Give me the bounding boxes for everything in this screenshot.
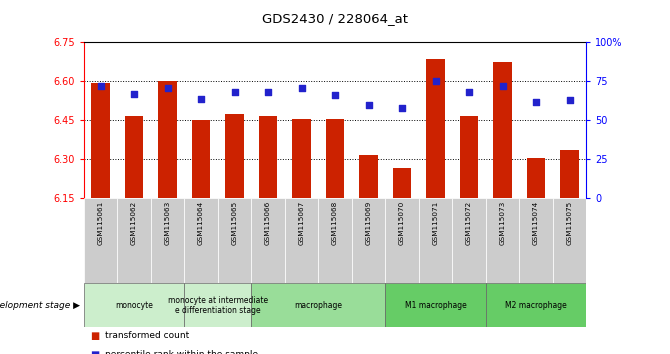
Text: GSM115064: GSM115064 bbox=[198, 201, 204, 245]
Bar bbox=[385, 283, 486, 327]
Bar bbox=[486, 198, 519, 283]
Point bbox=[464, 90, 474, 95]
Text: GSM115069: GSM115069 bbox=[366, 201, 371, 245]
Point bbox=[397, 105, 407, 111]
Bar bbox=[84, 283, 184, 327]
Bar bbox=[292, 119, 311, 198]
Point bbox=[229, 90, 240, 95]
Bar bbox=[225, 114, 244, 198]
Point bbox=[330, 93, 340, 98]
Point bbox=[129, 91, 139, 97]
Bar bbox=[251, 283, 385, 327]
Bar bbox=[84, 198, 117, 283]
Point bbox=[564, 97, 575, 103]
Point bbox=[296, 85, 307, 91]
Text: GSM115074: GSM115074 bbox=[533, 201, 539, 245]
Bar bbox=[91, 83, 110, 198]
Point bbox=[430, 79, 441, 84]
Text: GSM115066: GSM115066 bbox=[265, 201, 271, 245]
Point bbox=[162, 85, 173, 91]
Bar bbox=[184, 283, 251, 327]
Bar bbox=[527, 158, 545, 198]
Point bbox=[95, 83, 106, 89]
Bar bbox=[452, 198, 486, 283]
Text: GSM115062: GSM115062 bbox=[131, 201, 137, 245]
Text: GSM115073: GSM115073 bbox=[500, 201, 505, 245]
Text: transformed count: transformed count bbox=[105, 331, 190, 340]
Bar bbox=[218, 198, 251, 283]
Bar bbox=[486, 283, 586, 327]
Text: GSM115068: GSM115068 bbox=[332, 201, 338, 245]
Bar bbox=[318, 198, 352, 283]
Text: development stage ▶: development stage ▶ bbox=[0, 301, 80, 310]
Text: M2 macrophage: M2 macrophage bbox=[505, 301, 567, 310]
Point bbox=[363, 102, 374, 108]
Bar bbox=[460, 116, 478, 198]
Text: GSM115067: GSM115067 bbox=[299, 201, 304, 245]
Text: GSM115071: GSM115071 bbox=[433, 201, 438, 245]
Bar bbox=[553, 198, 586, 283]
Text: monocyte at intermediate
e differentiation stage: monocyte at intermediate e differentiati… bbox=[168, 296, 268, 315]
Text: percentile rank within the sample: percentile rank within the sample bbox=[105, 350, 259, 354]
Bar bbox=[125, 116, 143, 198]
Point bbox=[196, 96, 206, 101]
Bar bbox=[493, 62, 512, 198]
Text: GDS2430 / 228064_at: GDS2430 / 228064_at bbox=[262, 12, 408, 25]
Bar bbox=[151, 198, 184, 283]
Bar bbox=[519, 198, 553, 283]
Text: ■: ■ bbox=[90, 331, 100, 341]
Point bbox=[263, 90, 273, 95]
Bar bbox=[285, 198, 318, 283]
Bar bbox=[184, 198, 218, 283]
Bar bbox=[192, 120, 210, 198]
Bar bbox=[352, 198, 385, 283]
Text: GSM115061: GSM115061 bbox=[98, 201, 103, 245]
Text: GSM115075: GSM115075 bbox=[567, 201, 572, 245]
Point bbox=[497, 83, 508, 89]
Point bbox=[531, 99, 541, 104]
Bar bbox=[560, 150, 579, 198]
Text: macrophage: macrophage bbox=[294, 301, 342, 310]
Text: GSM115063: GSM115063 bbox=[165, 201, 170, 245]
Bar bbox=[259, 116, 277, 198]
Text: monocyte: monocyte bbox=[115, 301, 153, 310]
Bar bbox=[251, 198, 285, 283]
Text: ■: ■ bbox=[90, 350, 100, 354]
Bar bbox=[419, 198, 452, 283]
Text: GSM115070: GSM115070 bbox=[399, 201, 405, 245]
Bar bbox=[385, 198, 419, 283]
Bar bbox=[393, 169, 411, 198]
Bar bbox=[158, 81, 177, 198]
Bar bbox=[426, 59, 445, 198]
Text: GSM115072: GSM115072 bbox=[466, 201, 472, 245]
Bar bbox=[117, 198, 151, 283]
Bar bbox=[326, 119, 344, 198]
Text: M1 macrophage: M1 macrophage bbox=[405, 301, 466, 310]
Text: GSM115065: GSM115065 bbox=[232, 201, 237, 245]
Bar bbox=[359, 155, 378, 198]
